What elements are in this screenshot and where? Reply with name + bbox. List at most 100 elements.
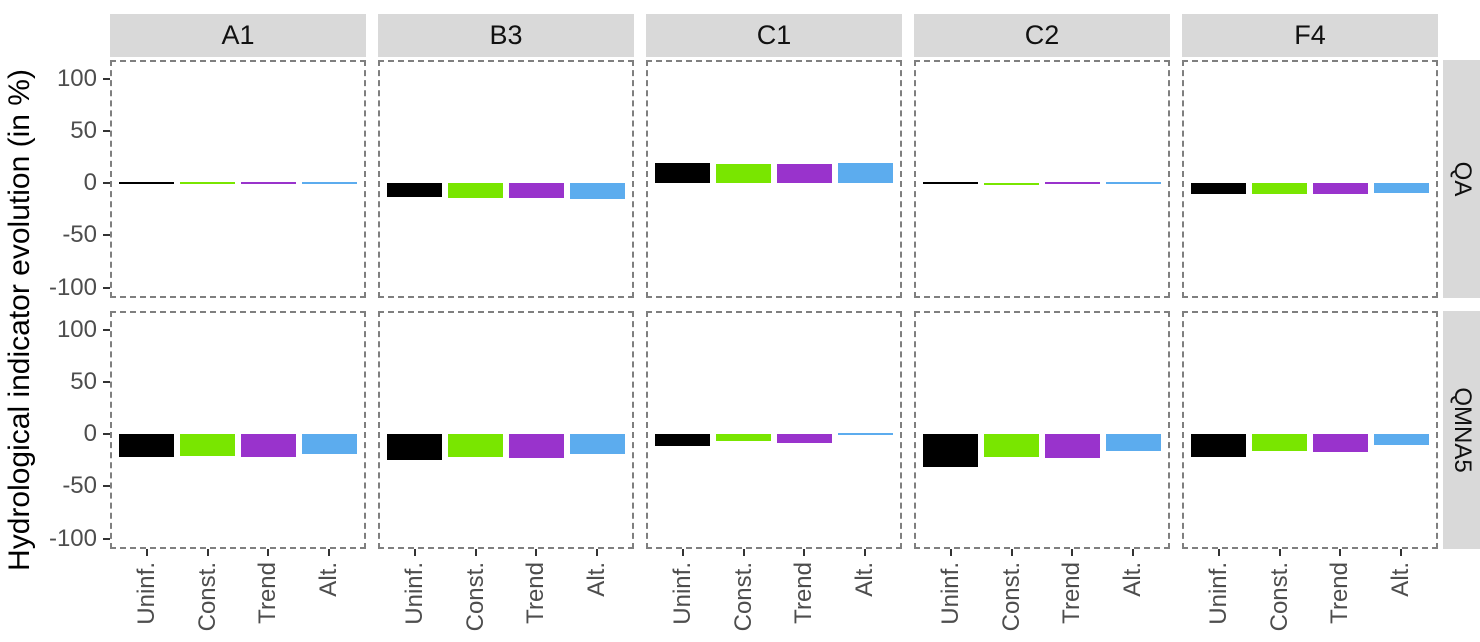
y-tick-label: -50 [62, 221, 97, 249]
y-tick-mark [103, 380, 110, 383]
x-tick-mark [681, 549, 684, 556]
bar-QA-A1-Uninf. [119, 182, 175, 185]
y-tick-label: 100 [56, 64, 97, 92]
y-tick-label: 50 [70, 116, 97, 144]
x-tick-mark [1400, 549, 1403, 556]
y-tick-label: -50 [62, 472, 97, 500]
bar-QMNA5-C2-Uninf. [923, 434, 979, 467]
bar-QA-F4-Trend [1312, 183, 1368, 194]
y-tick-label: 50 [70, 367, 97, 395]
x-tick-label-Alt.: Alt. [1119, 562, 1147, 597]
bar-QMNA5-F4-Const. [1252, 434, 1308, 451]
bar-QMNA5-B3-Trend [508, 434, 564, 459]
x-tick-mark [1339, 549, 1342, 556]
facet-strip-label: QMNA5 [1448, 387, 1476, 473]
x-tick-mark [949, 549, 952, 556]
panel-QMNA5-F4 [1182, 311, 1438, 549]
facet-strip-label: C2 [1024, 20, 1060, 50]
y-tick-label: -100 [48, 273, 97, 301]
y-tick-mark [103, 182, 110, 185]
y-tick-mark [103, 129, 110, 132]
bar-QMNA5-C1-Alt. [837, 433, 893, 436]
y-tick-mark [103, 485, 110, 488]
x-tick-label-Const.: Const. [1265, 562, 1293, 632]
bar-QA-C1-Uninf. [655, 163, 711, 184]
bar-QMNA5-C1-Const. [716, 434, 772, 442]
x-tick-label-Uninf.: Uninf. [936, 562, 964, 625]
x-tick-label-Alt.: Alt. [315, 562, 343, 597]
facet-strip-F4: F4 [1182, 14, 1438, 57]
x-tick-mark [1010, 549, 1013, 556]
x-tick-mark [1278, 549, 1281, 556]
x-tick-mark [267, 549, 270, 556]
bar-QMNA5-B3-Const. [448, 434, 504, 458]
bar-QA-B3-Trend [508, 183, 564, 198]
x-tick-label-Alt.: Alt. [851, 562, 879, 597]
bar-QA-C2-Alt. [1105, 182, 1161, 185]
facet-strip-QMNA5: QMNA5 [1443, 311, 1480, 549]
x-tick-label-Const.: Const. [729, 562, 757, 632]
x-tick-label-Const.: Const. [461, 562, 489, 632]
y-tick-label: 0 [83, 420, 97, 448]
bar-QMNA5-C1-Uninf. [655, 434, 711, 446]
panel-QA-B3 [378, 60, 634, 298]
bar-QMNA5-F4-Trend [1312, 434, 1368, 452]
x-tick-label-Const.: Const. [997, 562, 1025, 632]
panel-QMNA5-A1 [110, 311, 366, 549]
x-tick-mark [535, 549, 538, 556]
panel-QMNA5-C2 [914, 311, 1170, 549]
x-tick-label-Trend: Trend [1326, 562, 1354, 624]
y-tick-label: 100 [56, 315, 97, 343]
bar-QA-C2-Uninf. [923, 182, 979, 185]
bar-QMNA5-C1-Trend [776, 434, 832, 443]
facet-strip-C2: C2 [914, 14, 1170, 57]
x-tick-mark [328, 549, 331, 556]
facet-strip-label: C1 [756, 20, 792, 50]
bar-QA-A1-Const. [180, 182, 236, 185]
bar-QA-F4-Const. [1252, 183, 1308, 194]
y-tick-mark [103, 77, 110, 80]
x-tick-mark [803, 549, 806, 556]
panel-QMNA5-B3 [378, 311, 634, 549]
y-tick-mark [103, 328, 110, 331]
panel-QA-F4 [1182, 60, 1438, 298]
bar-QMNA5-B3-Uninf. [387, 434, 443, 461]
x-tick-mark [742, 549, 745, 556]
x-tick-label-Uninf.: Uninf. [132, 562, 160, 625]
bar-QA-B3-Uninf. [387, 183, 443, 197]
bar-QMNA5-F4-Alt. [1373, 434, 1429, 445]
facet-strip-QA: QA [1443, 60, 1480, 298]
x-tick-label-Trend: Trend [522, 562, 550, 624]
x-tick-mark [864, 549, 867, 556]
bar-QMNA5-A1-Const. [180, 434, 236, 457]
panel-QA-A1 [110, 60, 366, 298]
bar-QA-C2-Const. [984, 183, 1040, 186]
x-tick-mark [1132, 549, 1135, 556]
bar-QA-F4-Uninf. [1191, 183, 1247, 194]
y-tick-mark [103, 433, 110, 436]
x-tick-mark [413, 549, 416, 556]
bar-QMNA5-A1-Uninf. [119, 434, 175, 458]
facet-strip-label: A1 [221, 20, 255, 50]
facet-strip-label: F4 [1294, 20, 1326, 50]
x-tick-mark [206, 549, 209, 556]
x-tick-label-Uninf.: Uninf. [668, 562, 696, 625]
bar-QA-C1-Trend [776, 164, 832, 184]
bar-QA-C2-Trend [1044, 182, 1100, 185]
y-tick-label: 0 [83, 169, 97, 197]
bar-QMNA5-A1-Trend [240, 434, 296, 458]
bar-QA-B3-Const. [448, 183, 504, 198]
x-tick-label-Uninf.: Uninf. [1204, 562, 1232, 625]
bar-QMNA5-A1-Alt. [301, 434, 357, 454]
y-tick-mark [103, 537, 110, 540]
facet-strip-A1: A1 [110, 14, 366, 57]
facet-strip-label: B3 [489, 20, 523, 50]
x-tick-mark [474, 549, 477, 556]
bar-QMNA5-F4-Uninf. [1191, 434, 1247, 458]
panel-QA-C2 [914, 60, 1170, 298]
bar-QMNA5-C2-Const. [984, 434, 1040, 458]
x-tick-mark [1217, 549, 1220, 556]
bar-QA-F4-Alt. [1373, 183, 1429, 193]
bar-QA-C1-Alt. [837, 163, 893, 184]
